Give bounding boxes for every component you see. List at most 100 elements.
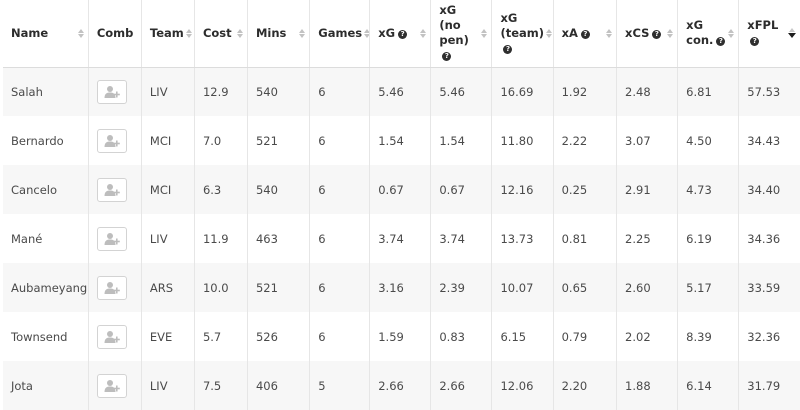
add-user-icon	[104, 232, 120, 245]
cell-name: Jota	[3, 361, 89, 410]
sort-descending-icon[interactable]	[788, 28, 796, 39]
sort-arrows-icon[interactable]	[420, 28, 427, 38]
sort-down-arrow	[77, 33, 84, 38]
column-header-content: Name	[11, 26, 84, 41]
column-header-xg-no-pen[interactable]: xG (no pen)?	[430, 0, 493, 68]
sort-down-arrow	[481, 33, 488, 38]
cell-xfpl: 34.36	[747, 231, 781, 246]
cell-comb	[88, 165, 142, 214]
cell-comb	[88, 214, 142, 263]
sort-arrows-icon[interactable]	[299, 28, 306, 38]
column-header-text: Cost	[203, 26, 232, 41]
cell-comb	[88, 67, 142, 116]
cell-team: LIV	[141, 361, 195, 410]
cell-team: ARS	[141, 263, 195, 312]
table-header: Name Comb Team Cost Mins Games xG? xG (no pen)?…	[3, 0, 800, 68]
column-header-xfpl[interactable]: xFPL?	[738, 0, 800, 68]
sort-down-arrow	[364, 33, 369, 38]
table-row: Jota LIV 7.5 406 5 2.66 2.66 12.06 2.20 1.88 6.14 3…	[3, 361, 800, 410]
cell-xa: 0.79	[553, 312, 618, 361]
cell-xcs: 2.25	[616, 214, 679, 263]
cell-xg-no-pen: 5.46	[430, 67, 493, 116]
add-to-comb-button[interactable]	[96, 177, 127, 202]
question-circle-icon[interactable]: ?	[750, 37, 760, 47]
sort-arrows-icon[interactable]	[667, 28, 674, 38]
cell-name: Salah	[3, 67, 89, 116]
column-header-text: Games	[318, 26, 362, 41]
cell-xg: 5.46	[369, 67, 432, 116]
question-circle-icon[interactable]: ?	[652, 29, 662, 39]
table-row: Cancelo MCI 6.3 540 6 0.67 0.67 12.16 0.25 2.91 4.…	[3, 165, 800, 214]
cell-games: 6	[309, 165, 371, 214]
cell-xg: 1.59	[369, 312, 432, 361]
column-header-games[interactable]: Games	[309, 0, 371, 68]
cell-name: Townsend	[3, 312, 89, 361]
column-header-content: xG (no pen)?	[439, 3, 488, 63]
sort-arrows-icon[interactable]	[77, 28, 84, 38]
column-header-label: Mins	[255, 25, 287, 40]
sort-down-arrow	[788, 33, 796, 39]
question-circle-icon[interactable]: ?	[716, 37, 726, 47]
column-header-text: xCS?	[625, 26, 662, 41]
table-row: Mané LIV 11.9 463 6 3.74 3.74 13.73 0.81 2.25 6.19…	[3, 214, 800, 263]
cell-team: LIV	[141, 67, 195, 116]
add-to-comb-button[interactable]	[96, 79, 127, 104]
cell-cost: 7.5	[194, 361, 248, 410]
cell-xg-no-pen: 0.67	[430, 165, 493, 214]
column-header-xg-team[interactable]: xG (team)?	[491, 0, 554, 68]
cell-team: MCI	[141, 116, 195, 165]
sort-arrows-icon[interactable]	[728, 28, 735, 38]
column-header-team[interactable]: Team	[141, 0, 195, 68]
add-to-comb-button[interactable]	[96, 373, 127, 398]
add-user-icon	[104, 379, 120, 392]
sort-up-arrow	[236, 28, 243, 33]
column-header-name[interactable]: Name	[3, 0, 89, 68]
column-header-content: Mins	[255, 25, 306, 41]
cell-xcs: 2.60	[616, 263, 679, 312]
cell-cost: 6.3	[194, 165, 248, 214]
column-header-cost[interactable]: Cost	[194, 0, 248, 68]
question-circle-icon[interactable]: ?	[442, 52, 452, 62]
sort-arrows-icon[interactable]	[606, 28, 613, 38]
column-header-text: xG (no pen)?	[439, 3, 479, 63]
column-header-xg[interactable]: xG?	[369, 0, 432, 68]
cell-games: 6	[309, 214, 371, 263]
add-to-comb-button[interactable]	[96, 226, 127, 251]
add-to-comb-button[interactable]	[96, 128, 127, 153]
cell-xg-team: 6.15	[491, 312, 554, 361]
cell-xg-team: 11.80	[491, 116, 554, 165]
column-header-xg-con[interactable]: xG con.?	[677, 0, 740, 68]
question-circle-icon[interactable]: ?	[580, 29, 590, 39]
cell-xfpl: 32.36	[747, 329, 781, 344]
column-header-xcs[interactable]: xCS?	[616, 0, 679, 68]
column-header-content: xG (team)?	[500, 11, 553, 56]
sort-arrows-icon[interactable]	[364, 28, 369, 38]
table-row: Townsend EVE 5.7 526 6 1.59 0.83 6.15 0.79 2.02 8.…	[3, 312, 800, 361]
cell-xfpl: 33.59	[747, 280, 781, 295]
column-header-content: xG?	[378, 26, 427, 41]
sort-arrows-icon[interactable]	[236, 28, 243, 38]
cell-xg-no-pen: 0.83	[430, 312, 493, 361]
column-header-xa[interactable]: xA?	[553, 0, 618, 68]
sort-arrows-icon[interactable]	[481, 28, 488, 38]
add-to-comb-button[interactable]	[96, 275, 127, 300]
cell-xg-con: 5.17	[677, 263, 740, 312]
question-circle-icon[interactable]: ?	[503, 44, 513, 54]
add-to-comb-button[interactable]	[96, 324, 127, 349]
cell-games: 6	[309, 116, 371, 165]
cell-comb	[88, 116, 142, 165]
column-header-label: Team	[149, 25, 184, 40]
cell-mins: 406	[247, 361, 311, 410]
sort-arrows-icon[interactable]	[185, 28, 192, 38]
cell-mins: 463	[247, 214, 311, 263]
sort-arrows-icon[interactable]	[546, 28, 553, 38]
sort-down-arrow	[728, 33, 735, 38]
sort-up-arrow	[728, 28, 735, 33]
cell-name: Aubameyang	[3, 263, 89, 312]
cell-xg-team: 16.69	[491, 67, 554, 116]
column-header-mins[interactable]: Mins	[247, 0, 311, 68]
question-circle-icon[interactable]: ?	[398, 29, 408, 39]
sort-down-arrow	[236, 33, 243, 38]
sort-up-arrow	[185, 28, 192, 33]
column-header-label: xG con.	[686, 18, 714, 48]
